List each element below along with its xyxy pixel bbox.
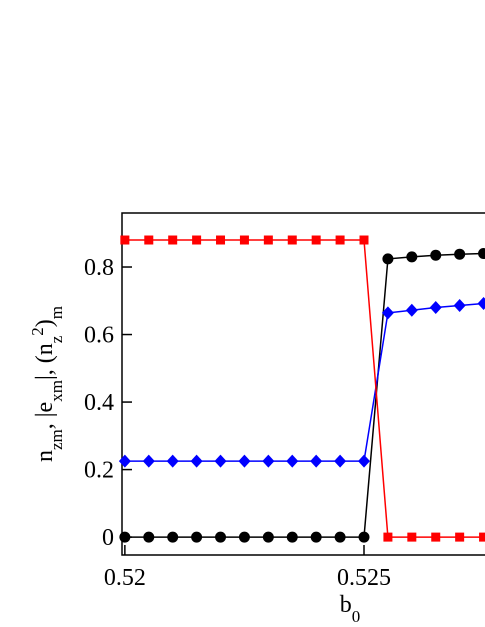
label-part: 0 [352,607,361,626]
label-part: 2 [28,327,47,336]
point [192,235,202,245]
point [143,531,155,543]
point [118,454,131,468]
point [119,531,131,543]
y-tick-label: 0 [102,525,114,551]
point [311,235,321,245]
point [429,301,442,315]
point [358,531,370,543]
series-line [124,302,484,462]
point [191,531,203,543]
y-tick-label: 0.6 [84,323,114,349]
point [238,531,250,543]
point [287,235,297,245]
x-tick-label: 0.52 [104,565,146,591]
point [407,532,417,542]
point [286,531,298,543]
point [430,249,442,261]
point [431,532,441,542]
label-part: b [340,592,352,618]
point [262,454,275,468]
plot-frame [121,212,485,556]
point [334,454,347,468]
x-axis-label: b0 [340,592,361,626]
label-part: z [47,335,66,343]
point [406,251,418,263]
series-line [124,239,484,538]
x-tick-label: 0.525 [337,565,391,591]
point [405,303,418,317]
point [142,454,155,468]
point [381,306,394,320]
y-tick-label: 0.2 [84,458,114,484]
point [167,531,179,543]
point [215,531,227,543]
label-part: , |e [32,402,58,429]
point [286,454,299,468]
y-tick-label: 0.8 [84,255,114,281]
point [263,235,273,245]
point [120,235,130,245]
series-line [124,252,484,538]
point [335,235,345,245]
y-tick-label: 0.4 [84,390,114,416]
point [238,454,251,468]
label-part: m [47,306,66,319]
point [477,296,485,310]
point [359,235,369,245]
label-part: |, (n [32,343,58,380]
point [334,531,346,543]
point [479,532,485,542]
point [214,454,227,468]
point [453,299,466,313]
point [166,454,179,468]
y-axis-label: nzm, |exm|, (nz2)m [28,306,66,462]
point [262,531,274,543]
point [454,248,466,260]
label-part: xm [47,380,66,402]
point [190,454,203,468]
point [358,454,370,468]
point [383,532,393,542]
label-part: n [32,450,58,462]
point [216,235,226,245]
point [455,532,465,542]
point [478,248,485,260]
point [310,531,322,543]
label-part: ) [32,319,58,327]
point [168,235,178,245]
point [310,454,323,468]
label-part: zm [47,429,66,450]
point [144,235,154,245]
point [382,253,394,265]
point [239,235,249,245]
